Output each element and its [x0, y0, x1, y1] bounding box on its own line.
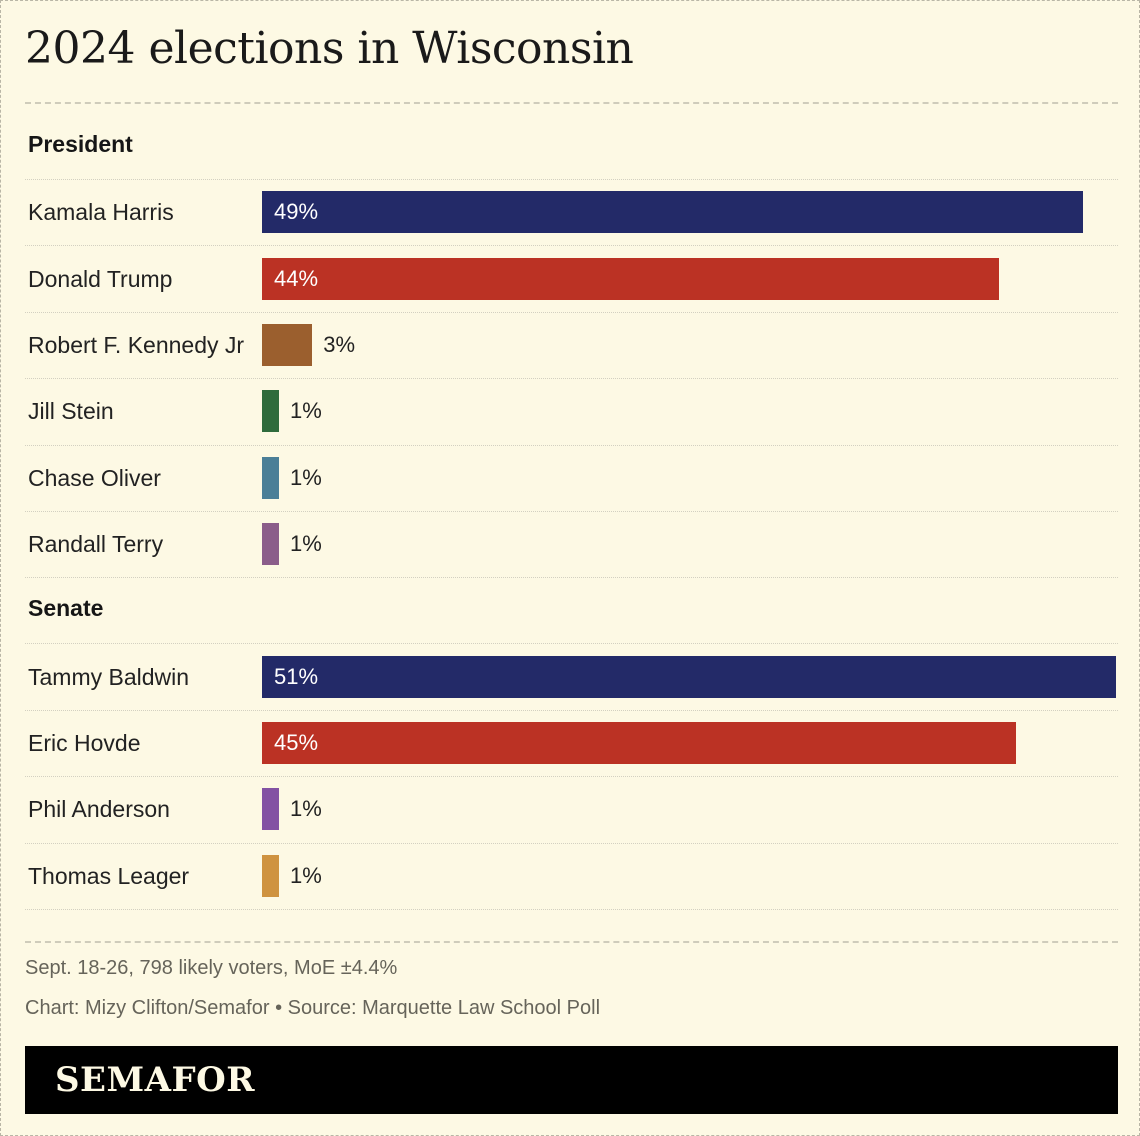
row-divider — [25, 511, 1118, 512]
candidate-label: Donald Trump — [28, 265, 173, 292]
candidate-label: Tammy Baldwin — [28, 663, 190, 690]
candidate-label: Thomas Leager — [28, 862, 190, 889]
bar-value-label: 1% — [290, 398, 322, 424]
row-divider — [25, 311, 1118, 313]
candidate-label: Randall Terry — [28, 531, 164, 558]
bar-robert-f-kennedy-jr — [262, 324, 313, 366]
row-divider — [25, 776, 1118, 778]
bar-value-label: 45% — [274, 730, 319, 755]
row-divider — [25, 643, 1118, 645]
row-divider — [25, 245, 1118, 247]
notes-divider — [25, 941, 1118, 943]
bar-donald-trump — [262, 257, 999, 300]
bar-tammy-baldwin — [262, 655, 1116, 698]
bar-value-label: 51% — [274, 663, 319, 689]
row-divider — [25, 709, 1118, 711]
candidate-label: Chase Oliver — [28, 464, 161, 491]
candidate-label: Eric Hovde — [28, 730, 141, 756]
chart-title: 2024 elections in Wisconsin — [25, 23, 634, 74]
bar-eric-hovde — [262, 722, 1016, 764]
candidate-label: Kamala Harris — [28, 199, 174, 226]
bar-value-label: 3% — [323, 332, 356, 357]
bar-value-label: 1% — [290, 796, 322, 822]
title-divider — [25, 102, 1118, 104]
bar-value-label: 49% — [274, 199, 319, 225]
bar-kamala-harris — [262, 191, 1083, 234]
brand-footer: SEMAFOR — [25, 1046, 1118, 1114]
row-divider — [25, 577, 1118, 579]
bar-value-label: 1% — [290, 862, 322, 888]
bar-thomas-leager — [262, 854, 279, 897]
row-divider — [25, 378, 1118, 380]
bar-chase-oliver — [262, 456, 279, 499]
candidate-label: Robert F. Kennedy Jr — [28, 332, 245, 358]
credit-note: Chart: Mizy Clifton/Semafor • Source: Ma… — [25, 997, 601, 1019]
candidate-label: Jill Stein — [28, 398, 114, 425]
bar-value-label: 1% — [290, 531, 322, 557]
row-divider — [25, 444, 1118, 446]
section-heading: President — [28, 131, 133, 157]
row-divider — [25, 842, 1118, 844]
candidate-label: Phil Anderson — [28, 796, 170, 823]
bar-value-label: 44% — [274, 265, 319, 291]
semafor-logo: SEMAFOR — [55, 1060, 255, 1100]
sample-note: Sept. 18-26, 798 likely voters, MoE ±4.4… — [25, 957, 398, 979]
row-divider — [25, 909, 1118, 910]
bar-phil-anderson — [262, 788, 279, 831]
bar-value-label: 1% — [290, 464, 322, 490]
section-heading: Senate — [28, 595, 104, 622]
bar-randall-terry — [262, 523, 279, 566]
row-divider — [25, 179, 1118, 180]
bar-jill-stein — [262, 390, 279, 433]
